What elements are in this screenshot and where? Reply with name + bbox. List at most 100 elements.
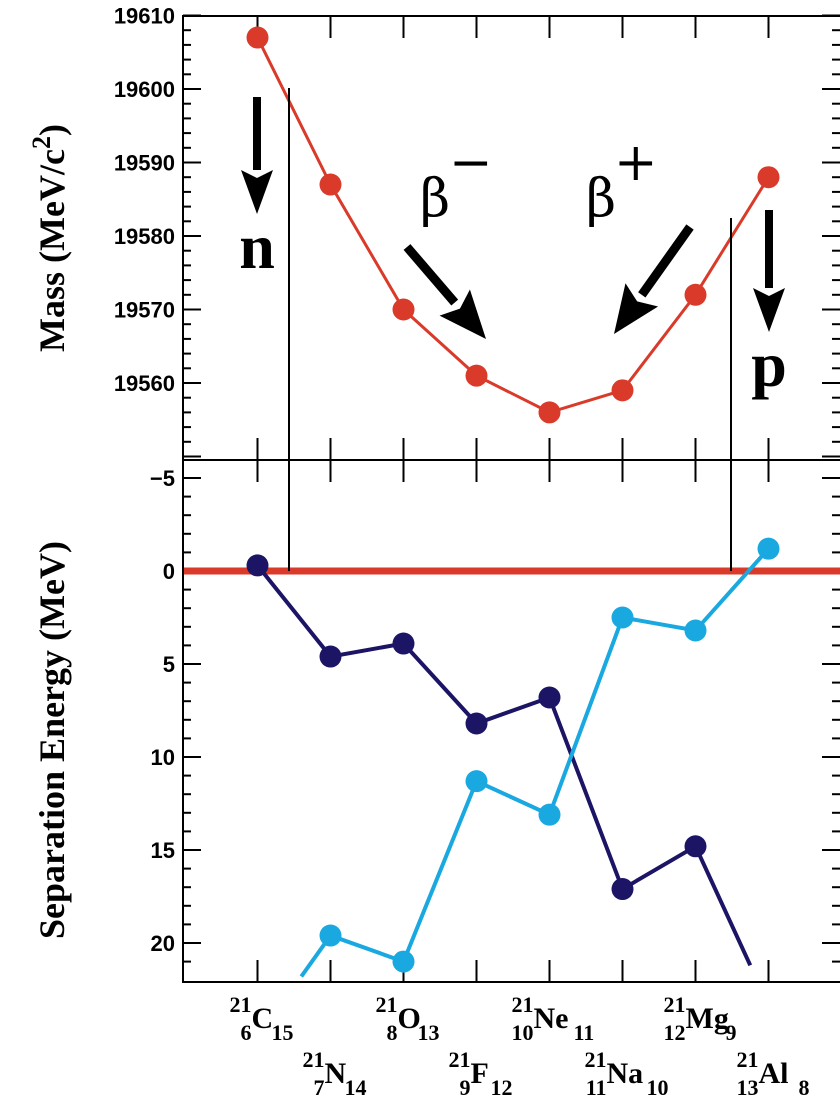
- mass-number: 21: [737, 1047, 759, 1072]
- data-point: [611, 878, 634, 901]
- mass-number: 21: [376, 992, 398, 1017]
- neutron-number: 14: [345, 1075, 367, 1097]
- element-symbol: Al: [759, 1057, 789, 1090]
- data-point: [538, 803, 561, 826]
- nuclide-label-n: 21 7 N14: [303, 1047, 367, 1097]
- proton-number: 8: [387, 1020, 398, 1045]
- y-tick-label: 19580: [114, 224, 175, 249]
- element-symbol: O: [398, 1002, 421, 1035]
- data-point: [684, 619, 707, 642]
- beta-plus-label: β: [586, 169, 616, 229]
- data-point: [246, 554, 269, 577]
- neutron-number: 10: [647, 1075, 669, 1097]
- proton-separation-series: [299, 537, 780, 978]
- neutron-number: 9: [726, 1020, 737, 1045]
- proton-number: 6: [241, 1020, 252, 1045]
- mass-series: [246, 26, 780, 424]
- mass-axis-title: Mass (MeV/c2): [27, 124, 72, 352]
- y-tick-label: 0: [163, 559, 175, 584]
- nuclide-label-ne: 21 10 Ne 11: [512, 992, 595, 1045]
- y-tick-label: 10: [151, 745, 175, 770]
- proton-number: 7: [314, 1075, 325, 1097]
- data-point: [611, 379, 634, 402]
- element-symbol: F: [471, 1057, 489, 1090]
- data-point: [319, 173, 342, 196]
- element-symbol: C: [252, 1002, 274, 1035]
- nuclide-label-f: 21 9 F 12: [449, 1047, 513, 1097]
- data-point: [611, 606, 634, 629]
- separation-energy-axis-title: Separation Energy (MeV): [32, 541, 72, 939]
- element-symbol: N: [325, 1057, 347, 1090]
- proton-number: 13: [737, 1075, 759, 1097]
- beta-minus-label: β: [420, 169, 450, 229]
- proton-number: 9: [460, 1075, 471, 1097]
- mass-panel: 19560 19570 19580 19590 19600 19610: [114, 4, 840, 460]
- data-point: [757, 166, 780, 189]
- data-point: [538, 686, 561, 709]
- element-symbol: Ne: [534, 1002, 569, 1035]
- y-tick-label: 20: [151, 931, 175, 956]
- y-tick-label: 19600: [114, 77, 175, 102]
- mass-number: 21: [449, 1047, 471, 1072]
- element-symbol: Na: [607, 1057, 644, 1090]
- arrow-head: [241, 170, 273, 214]
- data-point: [757, 537, 780, 560]
- arrow-head: [614, 283, 659, 334]
- beta-plus-arrow: [614, 224, 694, 334]
- beta-minus-sign: −: [449, 133, 493, 193]
- data-point: [392, 950, 415, 973]
- series-line: [299, 547, 770, 978]
- data-point: [538, 401, 561, 424]
- nuclide-label-al: 21 13 Al 8: [737, 1047, 810, 1097]
- plot-frame: [182, 15, 840, 983]
- neutron-number: 13: [418, 1020, 440, 1045]
- data-point: [684, 283, 707, 306]
- neutron-arrow: [241, 97, 273, 214]
- y-tick-label: 15: [151, 838, 175, 863]
- proton-arrow: [753, 210, 785, 332]
- arrow-head: [753, 288, 785, 332]
- neutron-number: 8: [799, 1075, 810, 1097]
- mass-number: 21: [585, 1047, 607, 1072]
- series-line: [256, 36, 770, 415]
- arrow-shaft: [403, 244, 459, 306]
- y-tick-label: 19590: [114, 151, 175, 176]
- proton-number: 12: [664, 1020, 686, 1045]
- data-point: [684, 835, 707, 858]
- neutron-label: n: [239, 211, 275, 282]
- proton-number: 11: [586, 1075, 607, 1097]
- series-line: [255, 564, 753, 967]
- neutron-number: 15: [272, 1020, 294, 1045]
- y-tick-label: 19570: [114, 298, 175, 323]
- nuclide-label-mg: 21 12 Mg9: [664, 992, 737, 1045]
- proton-number: 10: [512, 1020, 534, 1045]
- nuclide-label-c: 21 6 C15: [230, 992, 294, 1045]
- neutron-separation-series: [246, 554, 753, 967]
- mass-number: 21: [303, 1047, 325, 1072]
- proton-label: p: [751, 329, 787, 400]
- separation-energy-panel: −5 0 5 10 15 20: [150, 460, 840, 982]
- arrow-shaft: [638, 224, 694, 298]
- nuclide-label-o: 21 8 O13: [376, 992, 440, 1045]
- data-point: [392, 632, 415, 655]
- y-tick-label: −5: [150, 466, 175, 491]
- beta-plus-sign: +: [614, 133, 658, 193]
- decay-annotations: npβ−β+: [239, 97, 787, 400]
- data-point: [465, 364, 488, 387]
- nuclide-label-na: 21 11 Na 10: [585, 1047, 669, 1097]
- arrow-head: [439, 289, 486, 339]
- mass-number: 21: [664, 992, 686, 1017]
- data-point: [465, 712, 488, 735]
- y-tick-label: 5: [163, 652, 175, 677]
- data-point: [246, 26, 269, 49]
- data-point: [392, 298, 415, 321]
- data-point: [319, 924, 342, 947]
- y-tick-label: 19610: [114, 4, 175, 29]
- neutron-number: 11: [574, 1020, 595, 1045]
- y-tick-label: 19560: [114, 371, 175, 396]
- data-point: [465, 770, 488, 793]
- mass-number: 21: [230, 992, 252, 1017]
- mass-number: 21: [512, 992, 534, 1017]
